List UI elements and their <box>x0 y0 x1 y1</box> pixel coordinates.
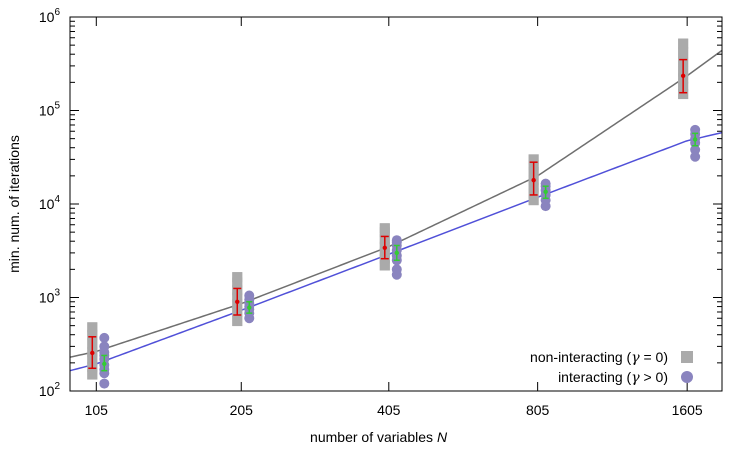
interacting-point <box>690 151 701 162</box>
legend-text-part: γ <box>631 370 640 386</box>
interacting-point <box>690 124 701 135</box>
legend-text-part: > 0) <box>640 369 668 385</box>
legend-swatch-circle <box>681 371 693 383</box>
interacting-mean-point <box>247 305 252 310</box>
x-tick-label: 205 <box>230 402 254 418</box>
interacting-mean-point <box>543 189 548 195</box>
non-interacting-mean-point <box>235 299 240 304</box>
interacting-point <box>391 235 402 246</box>
non-interacting-mean-point <box>531 177 536 183</box>
fit-lines <box>69 49 723 372</box>
legend-text-part: interacting ( <box>558 369 631 385</box>
legend-text-part: = 0) <box>640 349 668 365</box>
interacting-point <box>690 144 701 155</box>
interacting-point <box>391 264 402 275</box>
interacting-point <box>99 378 110 389</box>
x-axis: 105 205 405 805 1605 <box>85 17 703 418</box>
y-tick-exponent: 5 <box>54 101 60 112</box>
x-tick-label: 105 <box>85 402 109 418</box>
y-tick-label: 102 <box>39 381 61 399</box>
interacting-mean-point <box>692 137 698 142</box>
non-interacting-fit-line <box>69 49 723 358</box>
y-tick-exponent: 4 <box>54 194 60 205</box>
plot-frame <box>69 16 723 392</box>
interacting-point <box>244 290 255 301</box>
interacting-mean-point <box>394 250 399 256</box>
interacting-point <box>99 332 110 343</box>
legend-label-interacting: interacting (γ > 0) <box>558 369 668 386</box>
x-tick-label: 1605 <box>672 402 703 418</box>
y-tick-exponent: 6 <box>54 7 60 18</box>
legend-label-non-interacting: non-interacting (γ = 0) <box>530 349 668 366</box>
non-interacting-mean-point <box>680 73 686 79</box>
x-tick-label: 805 <box>526 402 550 418</box>
non-interacting-mean-point <box>90 350 95 356</box>
legend-text-part: γ <box>631 350 640 366</box>
x-axis-symbol: N <box>437 429 448 445</box>
y-axis-label: min. num. of iterations <box>6 135 22 273</box>
interacting-mean-point <box>102 361 107 367</box>
legend: non-interacting (γ = 0)interacting (γ > … <box>530 349 693 386</box>
x-tick-label: 405 <box>377 402 401 418</box>
error-bars <box>88 58 699 372</box>
y-tick-label: 103 <box>39 288 61 306</box>
range-bars <box>87 38 689 380</box>
y-tick-label: 106 <box>39 7 61 25</box>
legend-text-part: non-interacting ( <box>530 349 632 365</box>
y-tick-exponent: 3 <box>54 288 60 299</box>
x-axis-label: number of variables <box>310 429 433 445</box>
y-axis: 102 103 104 105 106 <box>39 7 722 399</box>
legend-swatch-square <box>681 351 693 363</box>
y-tick-label: 104 <box>39 194 61 212</box>
interacting-point <box>99 341 110 352</box>
y-tick-label: 105 <box>39 101 61 119</box>
non-interacting-mean-point <box>382 245 387 251</box>
y-tick-exponent: 2 <box>54 381 60 392</box>
